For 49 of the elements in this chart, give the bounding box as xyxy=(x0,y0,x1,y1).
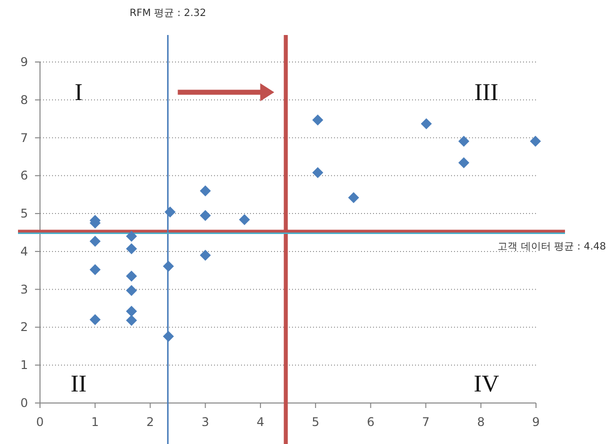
point xyxy=(200,210,211,221)
point xyxy=(126,314,137,326)
point xyxy=(238,214,250,226)
point xyxy=(90,314,101,326)
y-tick-label: 3 xyxy=(20,282,28,296)
x-tick-label: 7 xyxy=(422,415,430,429)
point xyxy=(90,236,101,247)
point xyxy=(200,250,211,261)
point xyxy=(348,192,360,204)
point xyxy=(312,167,324,178)
point xyxy=(458,157,470,168)
y-tick-label: 4 xyxy=(20,244,28,258)
point xyxy=(126,284,137,296)
ref-line-label: 고객 데이터 평균 : 4.48 xyxy=(498,241,606,252)
annotation: I xyxy=(74,80,83,106)
point xyxy=(162,260,174,272)
y-tick-label: 5 xyxy=(20,206,28,221)
y-tick-label: 7 xyxy=(20,130,28,145)
y-tick-label: 0 xyxy=(20,396,28,410)
x-tick-label: 8 xyxy=(477,415,485,429)
x-tick-label: 3 xyxy=(202,415,210,429)
x-tick-label: 4 xyxy=(256,415,264,429)
point xyxy=(162,330,174,342)
point xyxy=(458,136,470,147)
ref-line-label: RFM 평균 : 2.32 xyxy=(130,8,206,19)
point xyxy=(126,306,137,317)
y-tick-label: 9 xyxy=(20,55,28,69)
point xyxy=(312,114,324,126)
x-tick-label: 2 xyxy=(146,415,154,429)
y-tick-label: 8 xyxy=(20,92,28,107)
annotation: IV xyxy=(474,372,500,398)
point xyxy=(530,136,541,147)
x-tick-label: 1 xyxy=(91,415,99,429)
x-tick-label: 9 xyxy=(532,415,540,429)
y-tick-label: 1 xyxy=(20,358,28,372)
point xyxy=(90,264,101,276)
x-tick-label: 6 xyxy=(366,415,374,429)
x-tick-label: 0 xyxy=(36,415,44,429)
x-tick-label: 5 xyxy=(312,415,320,429)
point xyxy=(200,185,211,196)
y-tick-label: 2 xyxy=(20,320,28,334)
point xyxy=(126,270,137,282)
annotation: II xyxy=(70,372,87,398)
point xyxy=(126,230,137,242)
point xyxy=(420,118,432,130)
y-tick-label: 6 xyxy=(20,168,28,183)
point xyxy=(164,206,176,218)
point xyxy=(126,243,137,254)
annotation: III xyxy=(474,80,498,106)
